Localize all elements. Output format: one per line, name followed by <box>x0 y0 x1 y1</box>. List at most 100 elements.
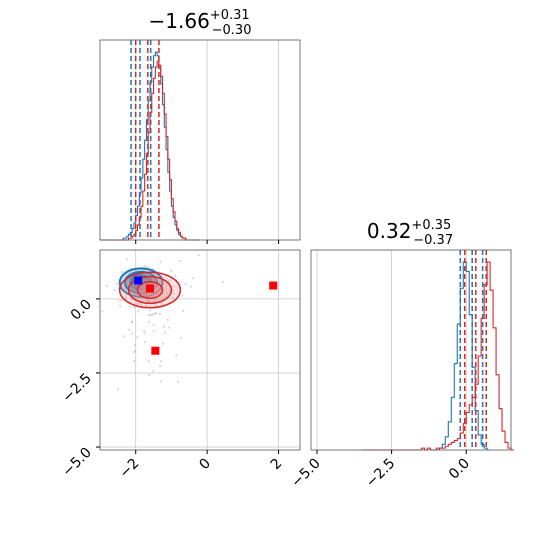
panel-frame-a <box>99 39 301 241</box>
sample-point <box>136 336 139 339</box>
sample-point <box>160 360 163 363</box>
sample-point <box>181 294 184 297</box>
sample-point <box>143 329 146 332</box>
sample-point <box>101 310 104 313</box>
tick-label-y2-1: −2.5 <box>59 370 94 405</box>
sample-point <box>192 277 195 280</box>
sample-point <box>161 342 164 345</box>
sample-point <box>128 328 131 331</box>
tick-label-x1-2: 2 <box>268 456 286 474</box>
tick-label-x2-1: −2.5 <box>363 456 398 491</box>
sample-point <box>132 288 135 292</box>
sample-point <box>147 299 150 302</box>
marker-0 <box>134 276 143 285</box>
sample-point <box>162 325 165 328</box>
sample-point <box>146 265 149 269</box>
sample-point <box>165 291 169 294</box>
sample-point <box>158 312 161 315</box>
grid-layer <box>100 40 467 450</box>
tick-label-x2-1-group: −2.5 <box>363 456 398 491</box>
sample-point <box>149 314 152 317</box>
sample-point <box>148 374 151 377</box>
sample-point <box>115 282 118 286</box>
tick-label-y2-0: 0.0 <box>68 296 95 323</box>
sample-point <box>116 388 119 391</box>
sample-point <box>173 285 176 288</box>
sample-point <box>171 296 174 299</box>
sample-point <box>106 285 109 288</box>
sample-point <box>197 253 200 257</box>
marker-3 <box>151 346 160 355</box>
title-param-2: 0.32+0.35 −0.37 <box>367 218 453 248</box>
sample-point <box>143 341 147 344</box>
sample-point <box>172 292 175 295</box>
sample-point <box>159 380 163 383</box>
sample-point <box>122 335 126 338</box>
sample-point <box>143 264 146 268</box>
sample-point <box>134 343 137 347</box>
sample-point <box>184 282 188 286</box>
sample-point <box>167 326 171 329</box>
tick-label-x2-0-group: −5.0 <box>288 456 323 491</box>
sample-point <box>133 350 137 353</box>
sample-point <box>132 306 136 309</box>
tick-label-x1-1: 0 <box>196 456 214 474</box>
sample-point <box>160 302 163 305</box>
sample-point <box>118 305 122 308</box>
sample-point <box>143 332 146 335</box>
sample-point <box>137 310 140 313</box>
sample-point <box>158 365 162 368</box>
sample-point <box>145 304 148 307</box>
tick-label-x1-0: −2 <box>117 456 143 482</box>
sample-point <box>189 285 193 288</box>
sample-point <box>170 269 173 272</box>
sample-point <box>124 295 127 298</box>
sample-point <box>182 309 185 312</box>
sample-point <box>175 354 178 357</box>
tick-label-y2-2: −5.0 <box>59 445 94 480</box>
sample-point <box>152 323 155 327</box>
sample-point <box>176 380 180 383</box>
sample-point <box>180 336 183 339</box>
sample-point <box>178 259 181 263</box>
sample-point <box>152 330 155 333</box>
marker-2 <box>269 281 278 290</box>
sample-point <box>133 359 136 363</box>
sample-point <box>153 312 156 316</box>
label-layer: −2 0 2 0.0 −2.5 −5.0 −5.0 −2.5 0.0 −1.66+0.31 −0.3… <box>59 8 473 491</box>
sample-point <box>154 304 158 307</box>
tick-label-y2-0-group: 0.0 <box>68 296 95 323</box>
sample-point <box>120 270 124 274</box>
sample-point <box>172 289 175 292</box>
marker-1 <box>146 284 154 293</box>
panel-frame-c <box>99 249 301 451</box>
sample-point <box>159 260 162 263</box>
sample-point <box>148 309 151 312</box>
sample-point <box>140 303 143 306</box>
sample-point <box>152 369 155 372</box>
sample-point <box>130 332 133 335</box>
title-param-1: −1.66+0.31 −0.30 <box>149 8 252 38</box>
tick-label-x2-0: −5.0 <box>288 456 323 491</box>
sample-point <box>154 299 157 302</box>
sample-point <box>163 331 167 334</box>
sample-point <box>166 318 169 321</box>
tick-label-y2-1-group: −2.5 <box>59 370 94 405</box>
sample-point <box>121 298 124 301</box>
sample-point <box>152 277 156 281</box>
sample-point <box>128 305 131 308</box>
tick-label-x1-2-group: 2 <box>268 456 286 474</box>
sample-point <box>174 274 177 278</box>
sample-point <box>113 289 116 292</box>
tick-label-x1-1-group: 0 <box>196 456 214 474</box>
sample-point <box>119 299 122 302</box>
sample-point <box>168 279 171 283</box>
panel-frame-d <box>310 249 512 451</box>
tick-label-x2-2: 0.0 <box>446 456 473 483</box>
data-layer <box>100 40 514 451</box>
sample-point <box>151 313 154 316</box>
tick-label-y2-2-group: −5.0 <box>59 445 94 480</box>
hist-param2-series-1 <box>361 261 514 451</box>
sample-point <box>221 281 224 284</box>
